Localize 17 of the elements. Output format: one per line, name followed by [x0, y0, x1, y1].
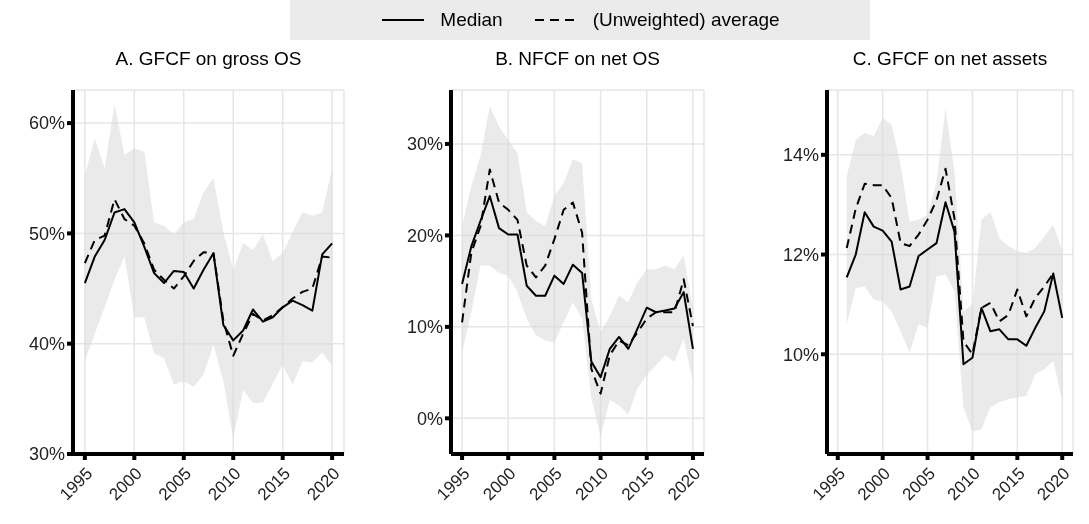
y-tick-label: 60% — [28, 113, 65, 134]
y-tick-label: 12% — [782, 244, 819, 265]
y-tick-label: 14% — [782, 145, 819, 166]
chart-title: B. NFCF on net OS — [494, 48, 661, 70]
legend-label: Median — [440, 9, 503, 31]
chart-title: C. GFCF on net assets — [851, 48, 1049, 70]
line-series — [461, 168, 694, 395]
y-tick-label: 40% — [28, 334, 65, 355]
y-tick-label: 50% — [28, 223, 65, 244]
chart-title: A. GFCF on gross OS — [114, 48, 303, 70]
legend-label: (Unweighted) average — [592, 9, 780, 31]
y-tick-label: 0% — [416, 408, 443, 429]
y-tick-label: 20% — [406, 225, 443, 246]
y-tick-label: 30% — [28, 444, 65, 465]
y-tick-label: 10% — [406, 317, 443, 338]
y-tick-label: 10% — [782, 344, 819, 365]
y-tick-label: 30% — [406, 134, 443, 155]
